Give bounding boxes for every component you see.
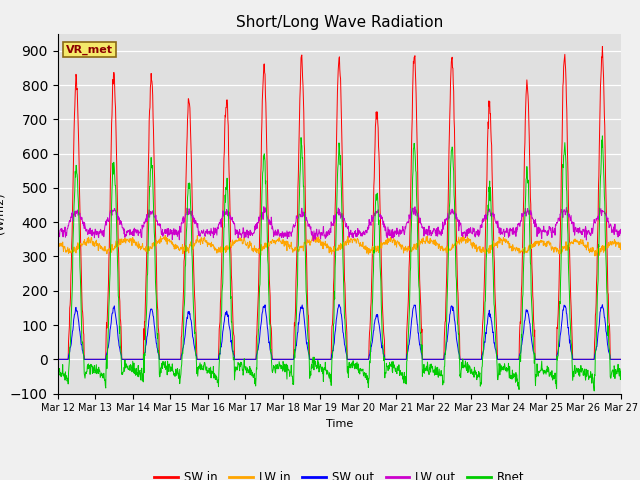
LW in — [243, 243, 250, 249]
Line: Rnet: Rnet — [58, 136, 621, 391]
Rnet — [590, 388, 598, 394]
SW out — [427, 357, 435, 362]
Rnet — [598, 133, 606, 139]
SW in — [242, 357, 250, 362]
SW in — [179, 306, 187, 312]
Rnet — [500, 364, 508, 370]
SW in — [54, 357, 61, 362]
LW in — [427, 238, 435, 243]
LW out — [501, 229, 509, 235]
LW out — [179, 217, 187, 223]
Rnet — [165, 362, 173, 368]
Title: Short/Long Wave Radiation: Short/Long Wave Radiation — [236, 15, 443, 30]
Y-axis label: (W/m2): (W/m2) — [0, 193, 4, 234]
Line: LW in: LW in — [58, 235, 621, 256]
Rnet — [427, 369, 435, 375]
SW in — [550, 357, 557, 362]
Rnet — [54, 368, 61, 374]
LW in — [617, 242, 625, 248]
SW out — [617, 357, 625, 362]
SW out — [550, 357, 558, 362]
SW in — [598, 44, 606, 49]
Text: VR_met: VR_met — [66, 44, 113, 55]
Rnet — [550, 376, 557, 382]
LW out — [551, 226, 559, 231]
LW out — [242, 234, 250, 240]
SW out — [179, 345, 187, 351]
SW in — [500, 357, 508, 362]
SW in — [617, 357, 625, 362]
SW out — [500, 357, 508, 362]
LW in — [550, 246, 558, 252]
LW in — [500, 238, 508, 244]
LW out — [54, 227, 61, 233]
SW out — [54, 357, 61, 362]
SW out — [242, 357, 250, 362]
LW out — [617, 230, 625, 236]
LW in — [166, 237, 173, 242]
LW in — [179, 249, 187, 254]
SW out — [335, 301, 343, 307]
Rnet — [179, 350, 187, 356]
Line: SW in: SW in — [58, 47, 621, 360]
LW in — [591, 253, 599, 259]
Rnet — [617, 369, 625, 374]
LW in — [161, 232, 169, 238]
Rnet — [242, 364, 250, 370]
LW in — [54, 239, 61, 245]
Line: SW out: SW out — [58, 304, 621, 360]
SW out — [165, 357, 173, 362]
LW out — [428, 232, 435, 238]
SW in — [427, 357, 435, 362]
SW in — [165, 357, 173, 362]
LW out — [165, 231, 173, 237]
LW out — [260, 204, 268, 210]
Line: LW out: LW out — [58, 207, 621, 241]
X-axis label: Time: Time — [326, 419, 353, 429]
LW out — [309, 238, 317, 244]
Legend: SW in, LW in, SW out, LW out, Rnet: SW in, LW in, SW out, LW out, Rnet — [150, 466, 529, 480]
